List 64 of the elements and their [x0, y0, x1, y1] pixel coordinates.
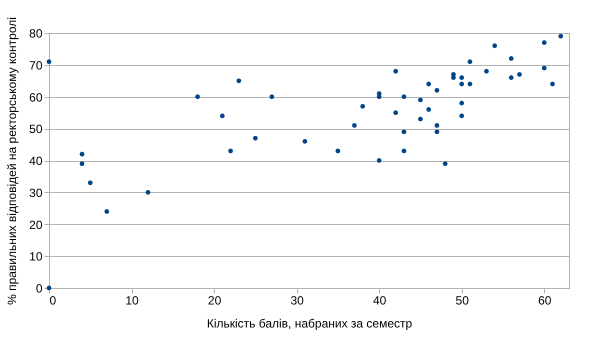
point [88, 180, 93, 186]
y-axis-title: % правильних відповідей на ректорському контролі [5, 17, 20, 305]
point [558, 34, 564, 39]
point [228, 148, 233, 154]
point [195, 94, 200, 100]
point [418, 116, 423, 122]
point [402, 129, 406, 134]
point [542, 40, 547, 45]
point [104, 209, 110, 214]
point [459, 114, 464, 118]
x-tick-label: 40 [372, 294, 387, 308]
point [336, 148, 340, 154]
point [402, 94, 406, 100]
point [492, 43, 498, 48]
point [517, 72, 522, 77]
point [508, 75, 514, 80]
point [360, 104, 365, 109]
x-axis-title: Кількість балів, набраних за семестр [206, 316, 412, 330]
point [253, 136, 258, 141]
y-tick-label: 20 [29, 218, 43, 232]
point [442, 161, 448, 166]
y-tick-label: 60 [29, 90, 43, 104]
point [468, 59, 472, 64]
point [393, 110, 398, 116]
x-tick-label: 30 [290, 294, 304, 308]
point [80, 161, 84, 166]
point [459, 100, 464, 106]
point [46, 59, 52, 64]
y-tick-label: 50 [29, 122, 43, 136]
y-tick-label: 10 [29, 250, 43, 264]
point [220, 114, 225, 118]
point [550, 82, 555, 86]
point [146, 190, 150, 195]
x-tick-label: 10 [125, 294, 140, 308]
x-tick-label: 50 [456, 294, 470, 308]
point [459, 75, 464, 80]
x-tick-label: 0 [50, 294, 56, 308]
point [459, 82, 464, 86]
point [393, 68, 398, 74]
point [426, 107, 432, 112]
point [434, 88, 440, 93]
point [434, 123, 440, 128]
point [418, 98, 423, 102]
point [46, 286, 52, 290]
point [426, 82, 432, 86]
point [352, 123, 357, 128]
x-tick-label: 60 [538, 294, 552, 308]
y-tick-label: 30 [29, 186, 43, 200]
point [236, 78, 242, 84]
point [542, 66, 547, 70]
y-tick-label: 40 [29, 154, 43, 168]
y-tick-label: 80 [29, 26, 43, 40]
x-tick-label: 20 [208, 294, 222, 308]
point [302, 139, 308, 144]
point [468, 82, 472, 86]
point [434, 129, 440, 134]
y-tick-label: 0 [36, 282, 43, 296]
point [80, 152, 84, 156]
point [270, 94, 274, 100]
point [484, 68, 489, 74]
y-tick-label: 70 [29, 58, 43, 72]
point [508, 56, 514, 61]
point [402, 148, 406, 154]
point [376, 158, 382, 163]
